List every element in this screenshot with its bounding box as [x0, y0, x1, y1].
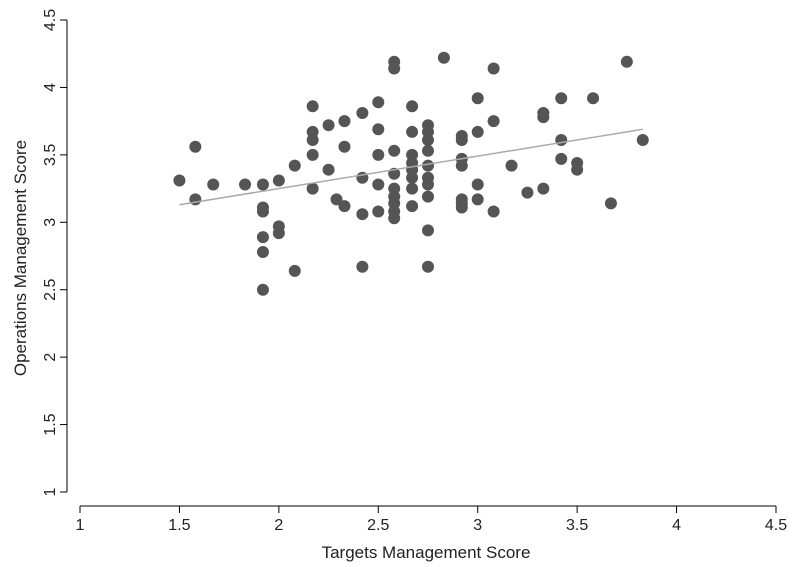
- data-point: [471, 193, 484, 206]
- data-point: [356, 107, 369, 120]
- data-point: [636, 134, 649, 147]
- data-point: [372, 178, 385, 191]
- data-point: [555, 92, 568, 105]
- data-point: [306, 148, 319, 161]
- fit-line: [179, 128, 643, 206]
- data-point: [620, 55, 633, 68]
- data-point: [306, 182, 319, 195]
- data-point: [189, 140, 202, 153]
- data-point: [306, 134, 319, 147]
- data-point: [555, 152, 568, 165]
- y-tick-label: 3: [42, 218, 59, 227]
- data-point: [455, 159, 468, 172]
- y-tick-label: 4: [42, 83, 59, 92]
- data-point: [471, 178, 484, 191]
- data-point: [555, 134, 568, 147]
- data-point: [356, 260, 369, 273]
- data-point: [471, 125, 484, 138]
- data-point: [322, 163, 335, 176]
- data-point: [288, 159, 301, 172]
- data-point: [256, 245, 269, 258]
- data-point: [422, 159, 434, 172]
- data-point: [338, 115, 351, 128]
- data-point: [505, 159, 518, 172]
- points-layer: [173, 51, 649, 296]
- data-point: [487, 205, 500, 218]
- data-point: [406, 125, 419, 138]
- x-tick-label: 4: [672, 517, 681, 534]
- data-point: [372, 123, 385, 136]
- data-point: [455, 134, 468, 147]
- data-point: [422, 178, 434, 191]
- data-point: [239, 178, 252, 191]
- data-point: [422, 134, 434, 147]
- data-point: [537, 182, 550, 195]
- data-point: [422, 190, 434, 203]
- data-point: [356, 208, 369, 221]
- data-point: [437, 51, 450, 64]
- data-point: [604, 197, 617, 210]
- data-point: [388, 212, 401, 225]
- data-point: [338, 140, 351, 153]
- y-axis-title: Operations Management Score: [11, 140, 30, 376]
- data-point: [406, 182, 419, 195]
- data-point: [471, 92, 484, 105]
- data-point: [422, 144, 434, 157]
- data-point: [207, 178, 220, 191]
- data-point: [521, 186, 534, 199]
- data-point: [372, 96, 385, 109]
- y-tick-label: 1.5: [42, 413, 59, 435]
- data-point: [288, 264, 301, 277]
- data-point: [372, 205, 385, 218]
- data-point: [388, 62, 401, 75]
- data-point: [571, 163, 584, 176]
- x-tick-label: 3: [473, 517, 482, 534]
- y-tick-label: 1: [42, 487, 59, 496]
- x-tick-label: 2: [274, 517, 283, 534]
- data-point: [406, 200, 419, 213]
- x-axis-title: Targets Management Score: [322, 543, 531, 562]
- data-point: [587, 92, 600, 105]
- data-point: [256, 178, 269, 191]
- data-point: [256, 231, 269, 244]
- data-point: [330, 193, 343, 206]
- data-point: [537, 111, 550, 124]
- data-point: [322, 119, 335, 132]
- data-point: [422, 224, 434, 237]
- data-point: [455, 201, 468, 214]
- y-ticks: 1 1.5 2 2.5 3 3.5 4 4.5: [42, 9, 67, 496]
- data-point: [406, 171, 419, 184]
- x-tick-label: 4.5: [765, 517, 787, 534]
- data-point: [372, 148, 385, 161]
- data-point: [306, 100, 319, 113]
- x-tick-label: 1.5: [168, 517, 190, 534]
- data-point: [388, 144, 401, 157]
- data-point: [338, 200, 351, 213]
- y-tick-label: 4.5: [42, 9, 59, 31]
- y-tick-label: 3.5: [42, 144, 59, 166]
- data-point: [487, 62, 500, 75]
- data-point: [173, 174, 186, 187]
- x-tick-label: 2.5: [367, 517, 389, 534]
- data-point: [256, 283, 269, 296]
- y-tick-label: 2: [42, 353, 59, 362]
- x-tick-label: 1: [76, 517, 85, 534]
- x-ticks: 1 1.5 2 2.5 3 3.5 4 4.5: [76, 506, 787, 534]
- data-point: [272, 174, 285, 187]
- data-point: [256, 205, 269, 218]
- x-tick-label: 3.5: [566, 517, 588, 534]
- data-point: [487, 115, 500, 128]
- y-tick-label: 2.5: [42, 278, 59, 300]
- data-point: [406, 100, 419, 113]
- data-point: [272, 227, 285, 240]
- data-point: [422, 260, 434, 273]
